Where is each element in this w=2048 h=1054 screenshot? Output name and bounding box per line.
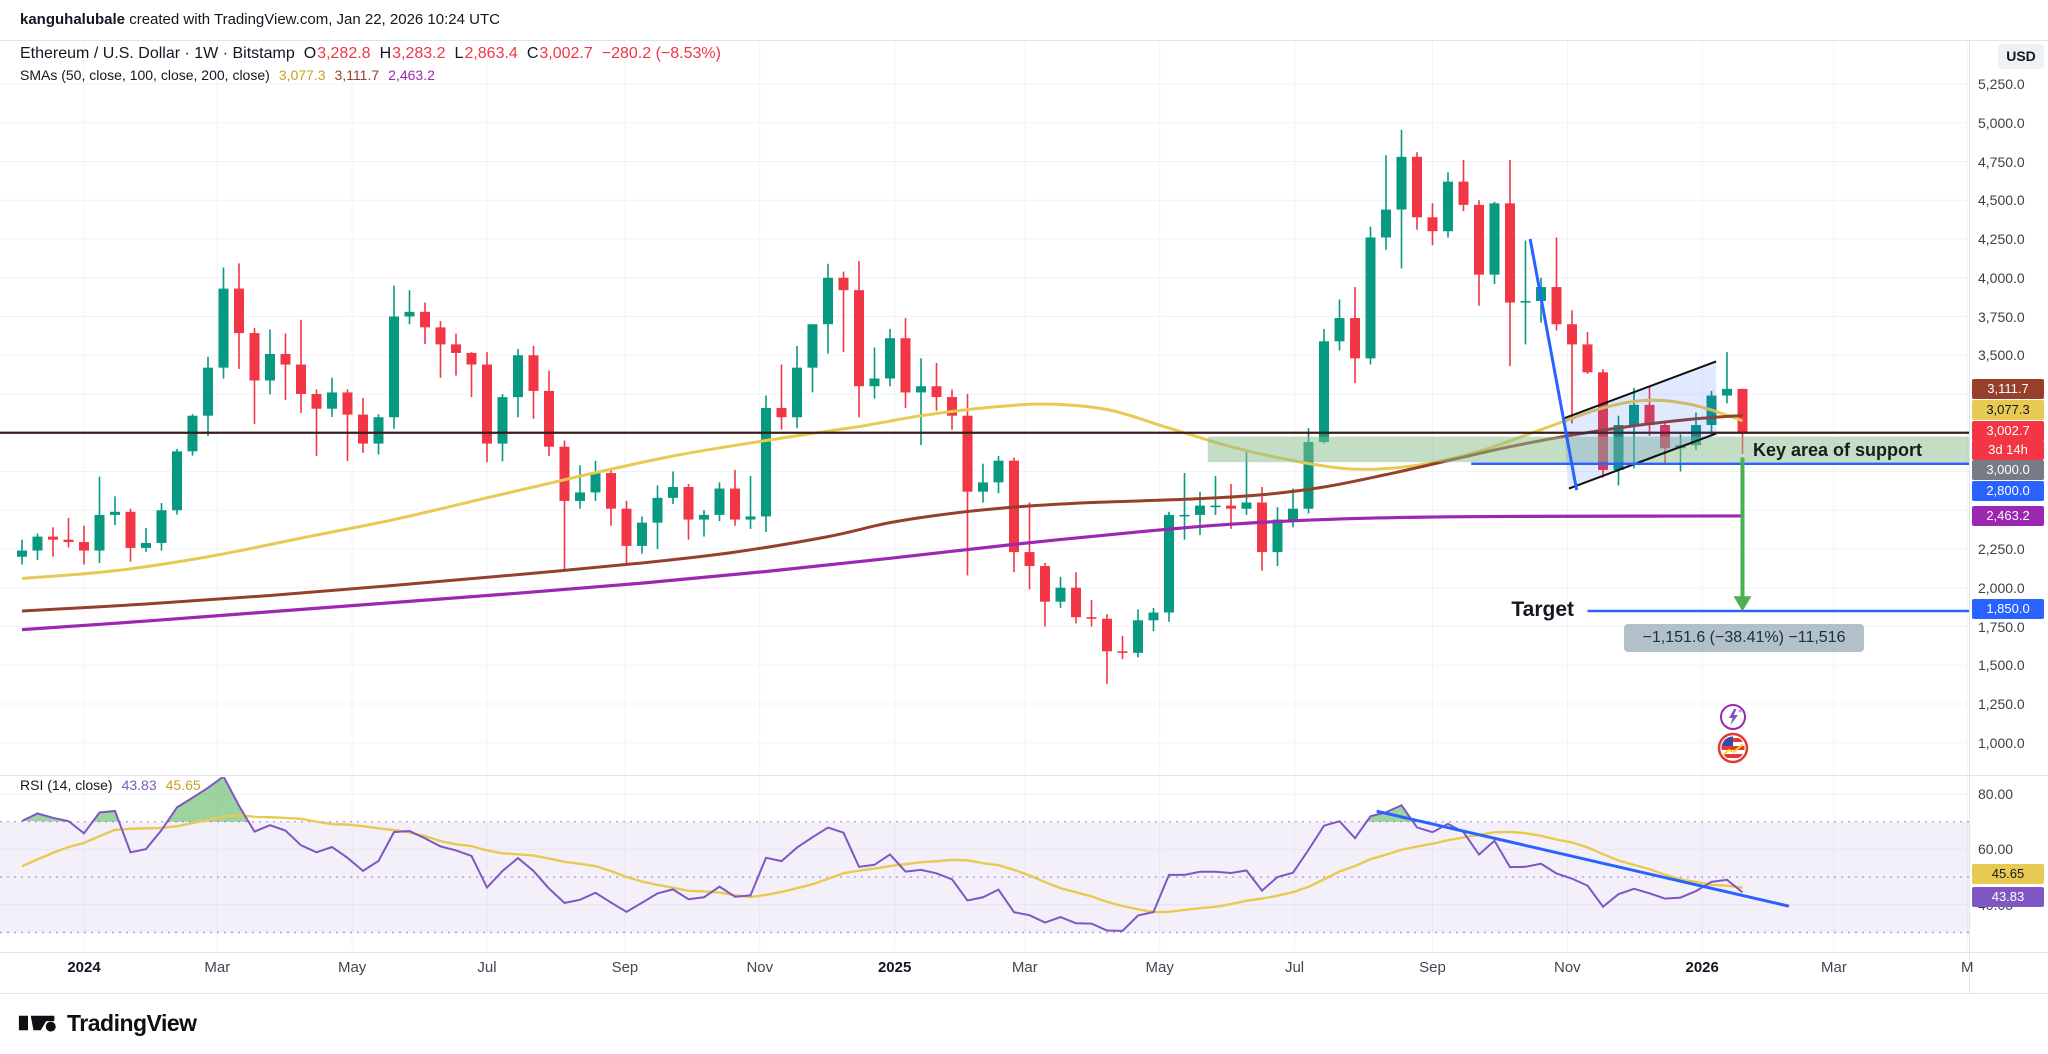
rsi-ma-tag: 45.65 — [1972, 864, 2044, 884]
time-axis-label: Nov — [1554, 959, 1581, 976]
time-axis-label: May — [337, 959, 367, 976]
sma100-price-tag: 3,111.7 — [1972, 379, 2044, 399]
target-label[interactable]: Target — [1511, 598, 1574, 621]
currency-usd-button[interactable]: USD — [1998, 44, 2044, 69]
time-axis-label: M — [1961, 959, 1974, 976]
price-axis-label: 4,250.0 — [1978, 231, 2025, 247]
time-axis-label: May — [1145, 959, 1174, 976]
price-axis-label: 4,750.0 — [1978, 153, 2025, 170]
sma-200-line — [21, 514, 1743, 632]
last-price-tag: 3,002.7 — [1972, 421, 2044, 441]
low-value: 2,863.4 — [464, 45, 518, 62]
sma100-value: 3,111.7 — [334, 67, 380, 83]
rising-wedge-fill — [1562, 361, 1717, 489]
tradingview-logo-mark — [18, 1015, 56, 1032]
target-price-tag: 1,850.0 — [1972, 599, 2044, 619]
wedge-lower-line — [1568, 432, 1717, 490]
price-axis-label: 5,250.0 — [1978, 76, 2025, 92]
open-label: O — [303, 45, 317, 62]
rsi-legend: RSI (14, close) 43.83 45.65 — [20, 777, 201, 793]
symbol-title[interactable]: Ethereum / U.S. Dollar · 1W · Bitstamp — [20, 45, 295, 62]
price-axis-label: 3,500.0 — [1978, 347, 2025, 364]
down-trendline — [1528, 238, 1579, 491]
attribution-author: kanguhalubale — [20, 11, 126, 28]
time-axis-label: 2025 — [877, 959, 912, 976]
sma50-value: 3,077.3 — [278, 67, 326, 83]
rsi-band — [0, 821, 1969, 933]
sma200-value: 2,463.2 — [388, 67, 435, 83]
time-axis-label: Mar — [1821, 959, 1847, 976]
open-value: 3,282.8 — [317, 45, 371, 62]
support-zone — [1207, 436, 1969, 463]
sma-legend: SMAs (50, close, 100, close, 200, close)… — [20, 67, 435, 83]
change-value: −280.2 (−8.53%) — [601, 45, 721, 62]
price-axis-label: 5,000.0 — [1978, 114, 2025, 131]
time-axis-label: Jul — [477, 959, 497, 976]
time-axis-label: Sep — [611, 959, 639, 976]
high-label: H — [379, 45, 392, 62]
rsi-ma-value: 45.65 — [165, 777, 201, 793]
drawings[interactable] — [0, 238, 1969, 613]
close-label: C — [526, 45, 539, 62]
time-scale[interactable] — [0, 952, 1969, 992]
sma50-price-tag: 3,077.3 — [1972, 400, 2044, 420]
pane-separators — [0, 40, 2048, 994]
sparkle-sticker-icon[interactable] — [1719, 703, 1747, 736]
key-area-of-support-label[interactable]: Key area of support — [1753, 440, 1923, 460]
close-value: 3,002.7 — [539, 45, 593, 62]
projection-arrow-head — [1733, 596, 1752, 612]
price-axis-label: 4,000.0 — [1978, 269, 2025, 286]
time-axis-label: Mar — [1011, 959, 1038, 976]
time-axis-label: 2026 — [1685, 959, 1719, 976]
rsi-trendline[interactable] — [1376, 809, 1790, 908]
time-axis-label: Nov — [746, 959, 774, 976]
rsi-ma-line — [21, 814, 1743, 914]
sma-lines — [21, 398, 1743, 632]
symbol-legend: Ethereum / U.S. Dollar · 1W · Bitstamp O… — [20, 45, 721, 63]
sma-legend-label[interactable]: SMAs (50, close, 100, close, 200, close) — [20, 67, 270, 83]
high-value: 3,283.2 — [392, 45, 446, 62]
rsi-axis-label: 60.00 — [1978, 841, 2014, 858]
wedge-upper-line — [1562, 360, 1717, 420]
price-axis-label: 2,250.0 — [1978, 541, 2025, 557]
price-axis-label: 1,000.0 — [1978, 734, 2025, 751]
time-axis-label: Mar — [204, 959, 231, 976]
grid — [0, 41, 1969, 950]
hline-3000-tag: 3,000.0 — [1972, 460, 2044, 480]
price-axis-label: 4,500.0 — [1978, 192, 2025, 209]
price-axis-label: 1,500.0 — [1978, 657, 2025, 674]
price-axis-label: 1,750.0 — [1978, 618, 2025, 635]
rsi-pane — [0, 777, 1969, 934]
sma200-price-tag: 2,463.2 — [1972, 506, 2044, 526]
time-axis-label: Sep — [1419, 959, 1446, 976]
rsi-overbought-fill — [167, 777, 249, 822]
time-axis-label: 2024 — [67, 959, 101, 976]
price-axis-label: 1,250.0 — [1978, 696, 2025, 712]
tradingview-logo-text: TradingView — [67, 1009, 197, 1036]
attribution-text: created with TradingView.com, Jan 22, 20… — [125, 11, 500, 28]
countdown-tag: 3d 14h — [1972, 440, 2044, 460]
sma-50-line — [21, 398, 1743, 580]
line-2800-tag: 2,800.0 — [1972, 481, 2044, 501]
projection-stats-box[interactable]: −1,151.6 (−38.41%) −11,516 — [1624, 624, 1864, 652]
attribution-bar: kanguhalubale created with TradingView.c… — [20, 11, 500, 28]
price-axis-label: 2,000.0 — [1978, 579, 2025, 596]
rsi-tag: 43.83 — [1972, 887, 2044, 907]
rsi-axis-label: 80.00 — [1978, 786, 2014, 802]
rsi-value: 43.83 — [121, 777, 157, 793]
price-axis-label: 3,750.0 — [1978, 308, 2025, 325]
tradingview-logo[interactable]: TradingView — [18, 1008, 197, 1038]
time-axis-label: Jul — [1284, 959, 1305, 976]
low-label: L — [454, 45, 464, 62]
rsi-legend-label[interactable]: RSI (14, close) — [20, 777, 113, 793]
flag-chart-sticker-icon[interactable] — [1716, 731, 1750, 770]
